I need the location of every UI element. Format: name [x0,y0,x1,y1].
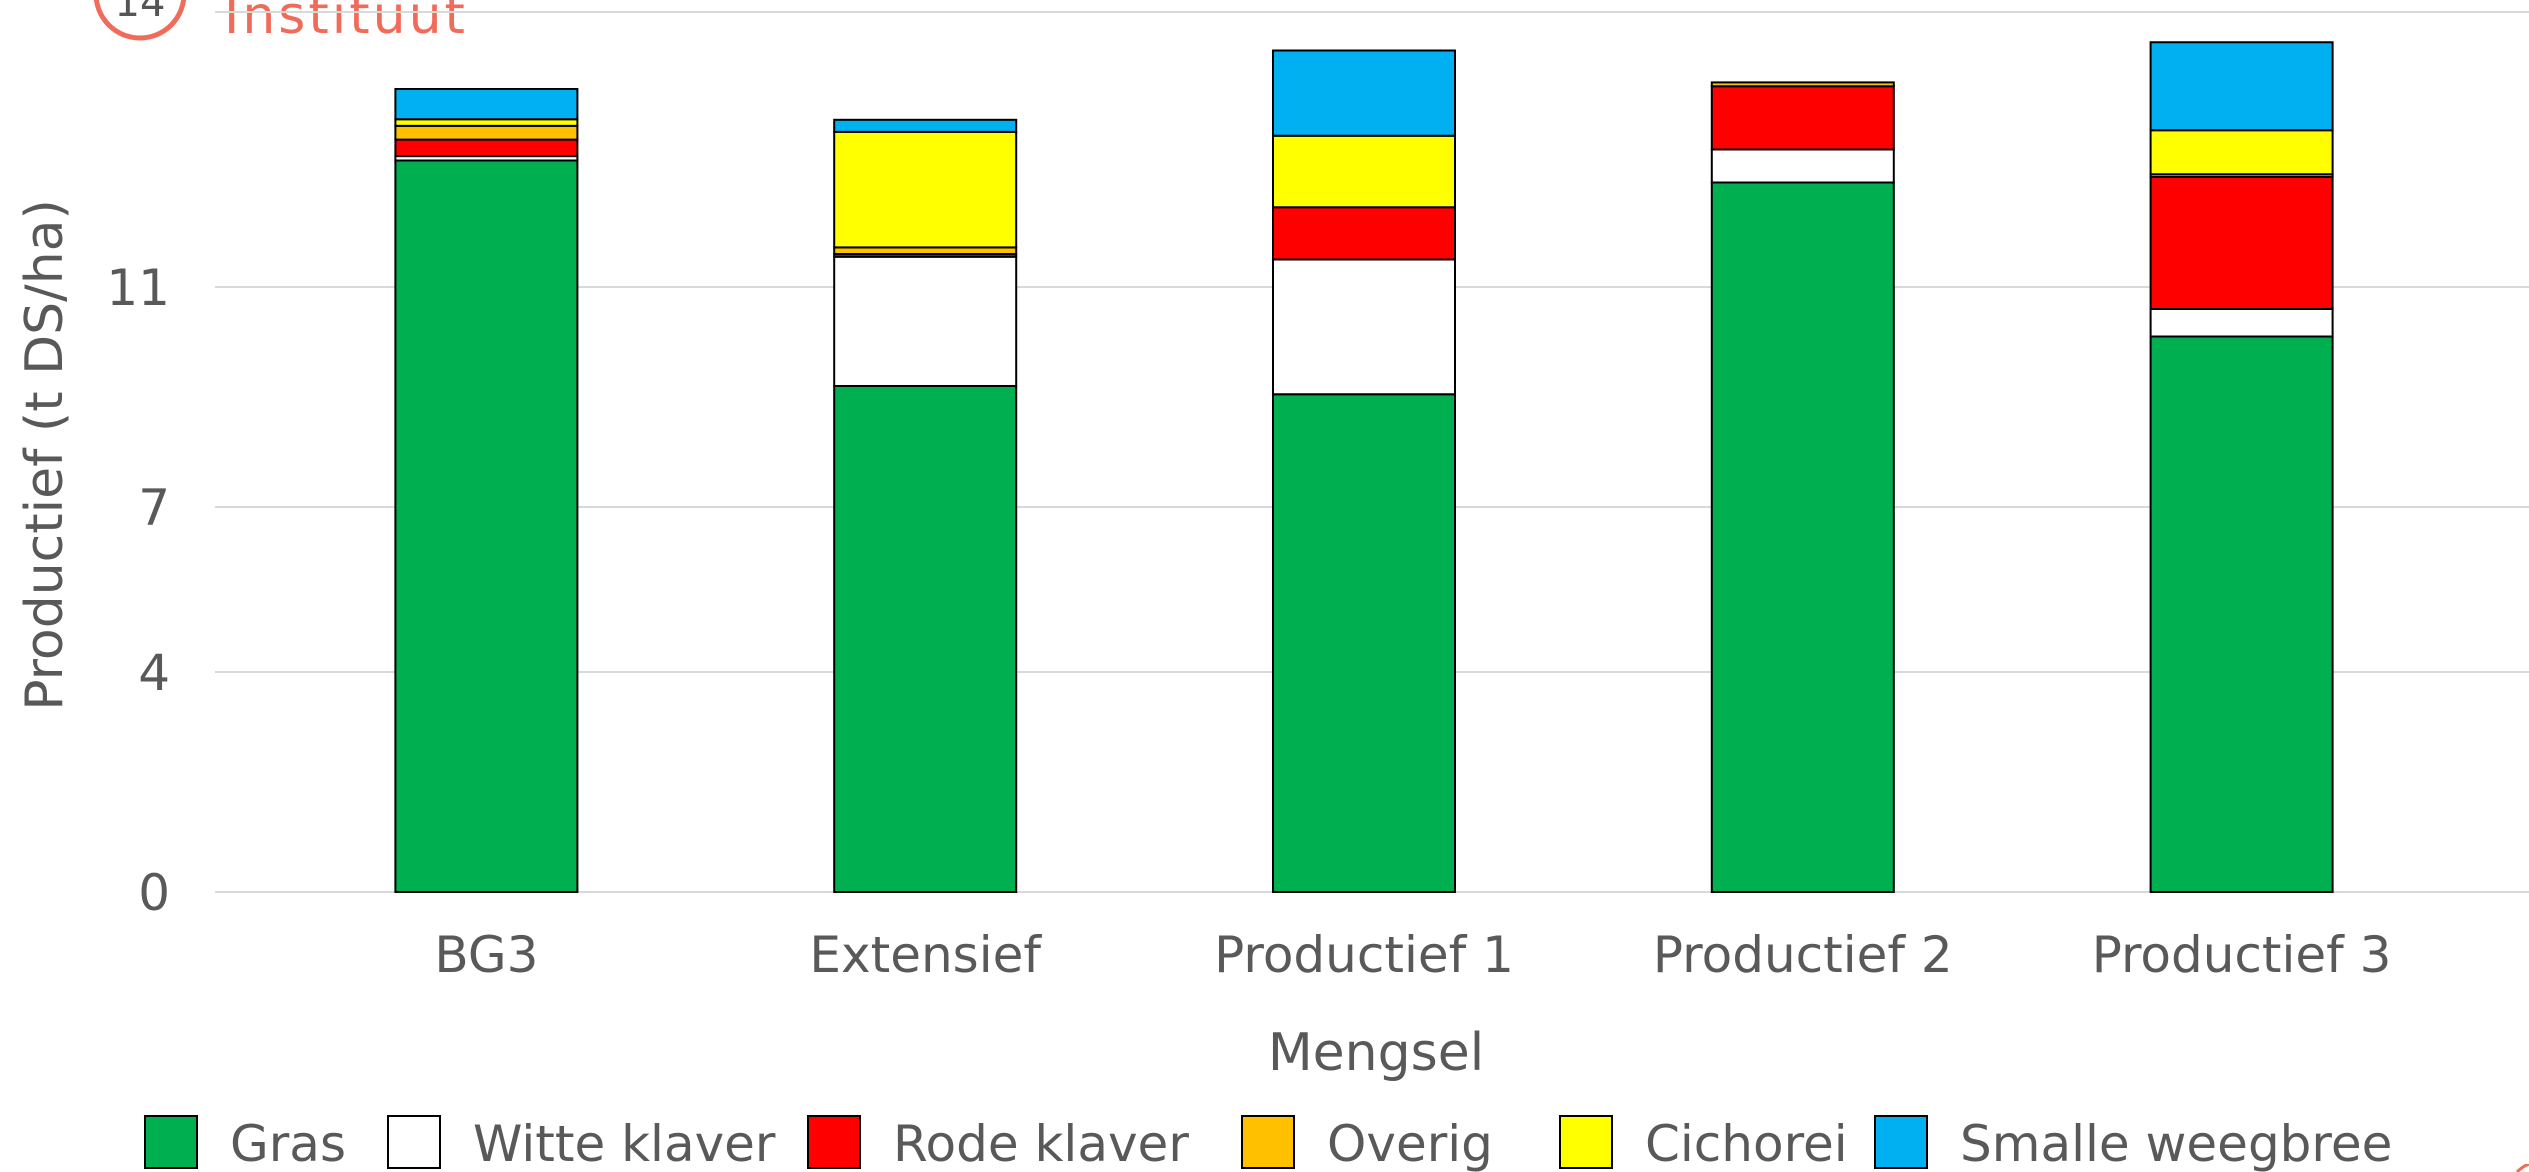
bar-segment [2149,308,2334,338]
legend-swatch [1874,1115,1928,1169]
legend-label: Overig [1327,1115,1493,1172]
legend-label: Rode klaver [893,1115,1189,1172]
y-tick-label: 7 [138,479,170,537]
bar-segment [833,385,1018,893]
bar-segment [833,118,1018,133]
bar-segment [1272,206,1456,261]
y-tick-label: 4 [138,644,170,702]
legend-label: Smalle weegbree [1960,1115,2392,1172]
bar-segment [394,138,579,158]
legend-item: Witte klaver [387,1115,776,1172]
x-axis-label: Mengsel [1268,1023,1484,1083]
bars [394,41,2334,893]
x-tick-label: BG3 [434,926,538,984]
legend: Gras Witte klaver Rode klaver Overig Cichore… [144,1115,2392,1172]
x-tick-labels: BG3 Extensief Productief 1 Productief 2 Prod… [434,926,2391,984]
legend-label: Witte klaver [473,1115,776,1172]
bar-segment [1710,148,1895,184]
bar-segment [1272,393,1456,893]
bar-segment [1272,258,1456,396]
bar-segment [833,255,1018,387]
legend-swatch [1241,1115,1295,1169]
institute-logo-icon: 14 [93,0,187,41]
y-axis-label: Productief (t DS/ha) [15,199,75,711]
bar-segment [394,159,579,893]
legend-swatch [807,1115,861,1169]
legend-item: Cichorei [1559,1115,1848,1172]
bar-segment [1710,81,1895,88]
bar-segment [394,124,579,141]
legend-item: Rode klaver [807,1115,1189,1172]
legend-item: Smalle weegbree [1874,1115,2392,1172]
y-tick-label: 0 [138,864,170,922]
logo-text: 14 [115,0,166,26]
bar-segment [1710,181,1895,893]
x-tick-label: Productief 2 [1653,926,1953,984]
bar-segment [1272,49,1456,137]
legend-swatch [387,1115,441,1169]
legend-swatch [1559,1115,1613,1169]
y-tick-label: 11 [106,259,170,317]
bar-segment [2149,176,2334,310]
bar-segment [2149,335,2334,893]
bar-segment [1272,134,1456,209]
legend-swatch [144,1115,198,1169]
x-tick-label: Productief 1 [1214,926,1514,984]
brand-name: Instituut [224,0,468,46]
legend-label: Cichorei [1645,1115,1848,1172]
x-tick-label: Extensief [809,926,1042,984]
bar-segment [2149,129,2334,176]
corner-decoration-icon [2515,1164,2529,1172]
bar-segment [833,130,1018,249]
bar-segment [394,88,579,121]
bar-segment [2149,41,2334,132]
y-tick-labels: 0 4 7 11 [106,259,170,922]
legend-item: Gras [144,1115,346,1172]
legend-item: Overig [1241,1115,1493,1172]
bar-segment [1710,85,1895,151]
legend-label: Gras [230,1115,346,1172]
x-tick-label: Productief 3 [2092,926,2392,984]
